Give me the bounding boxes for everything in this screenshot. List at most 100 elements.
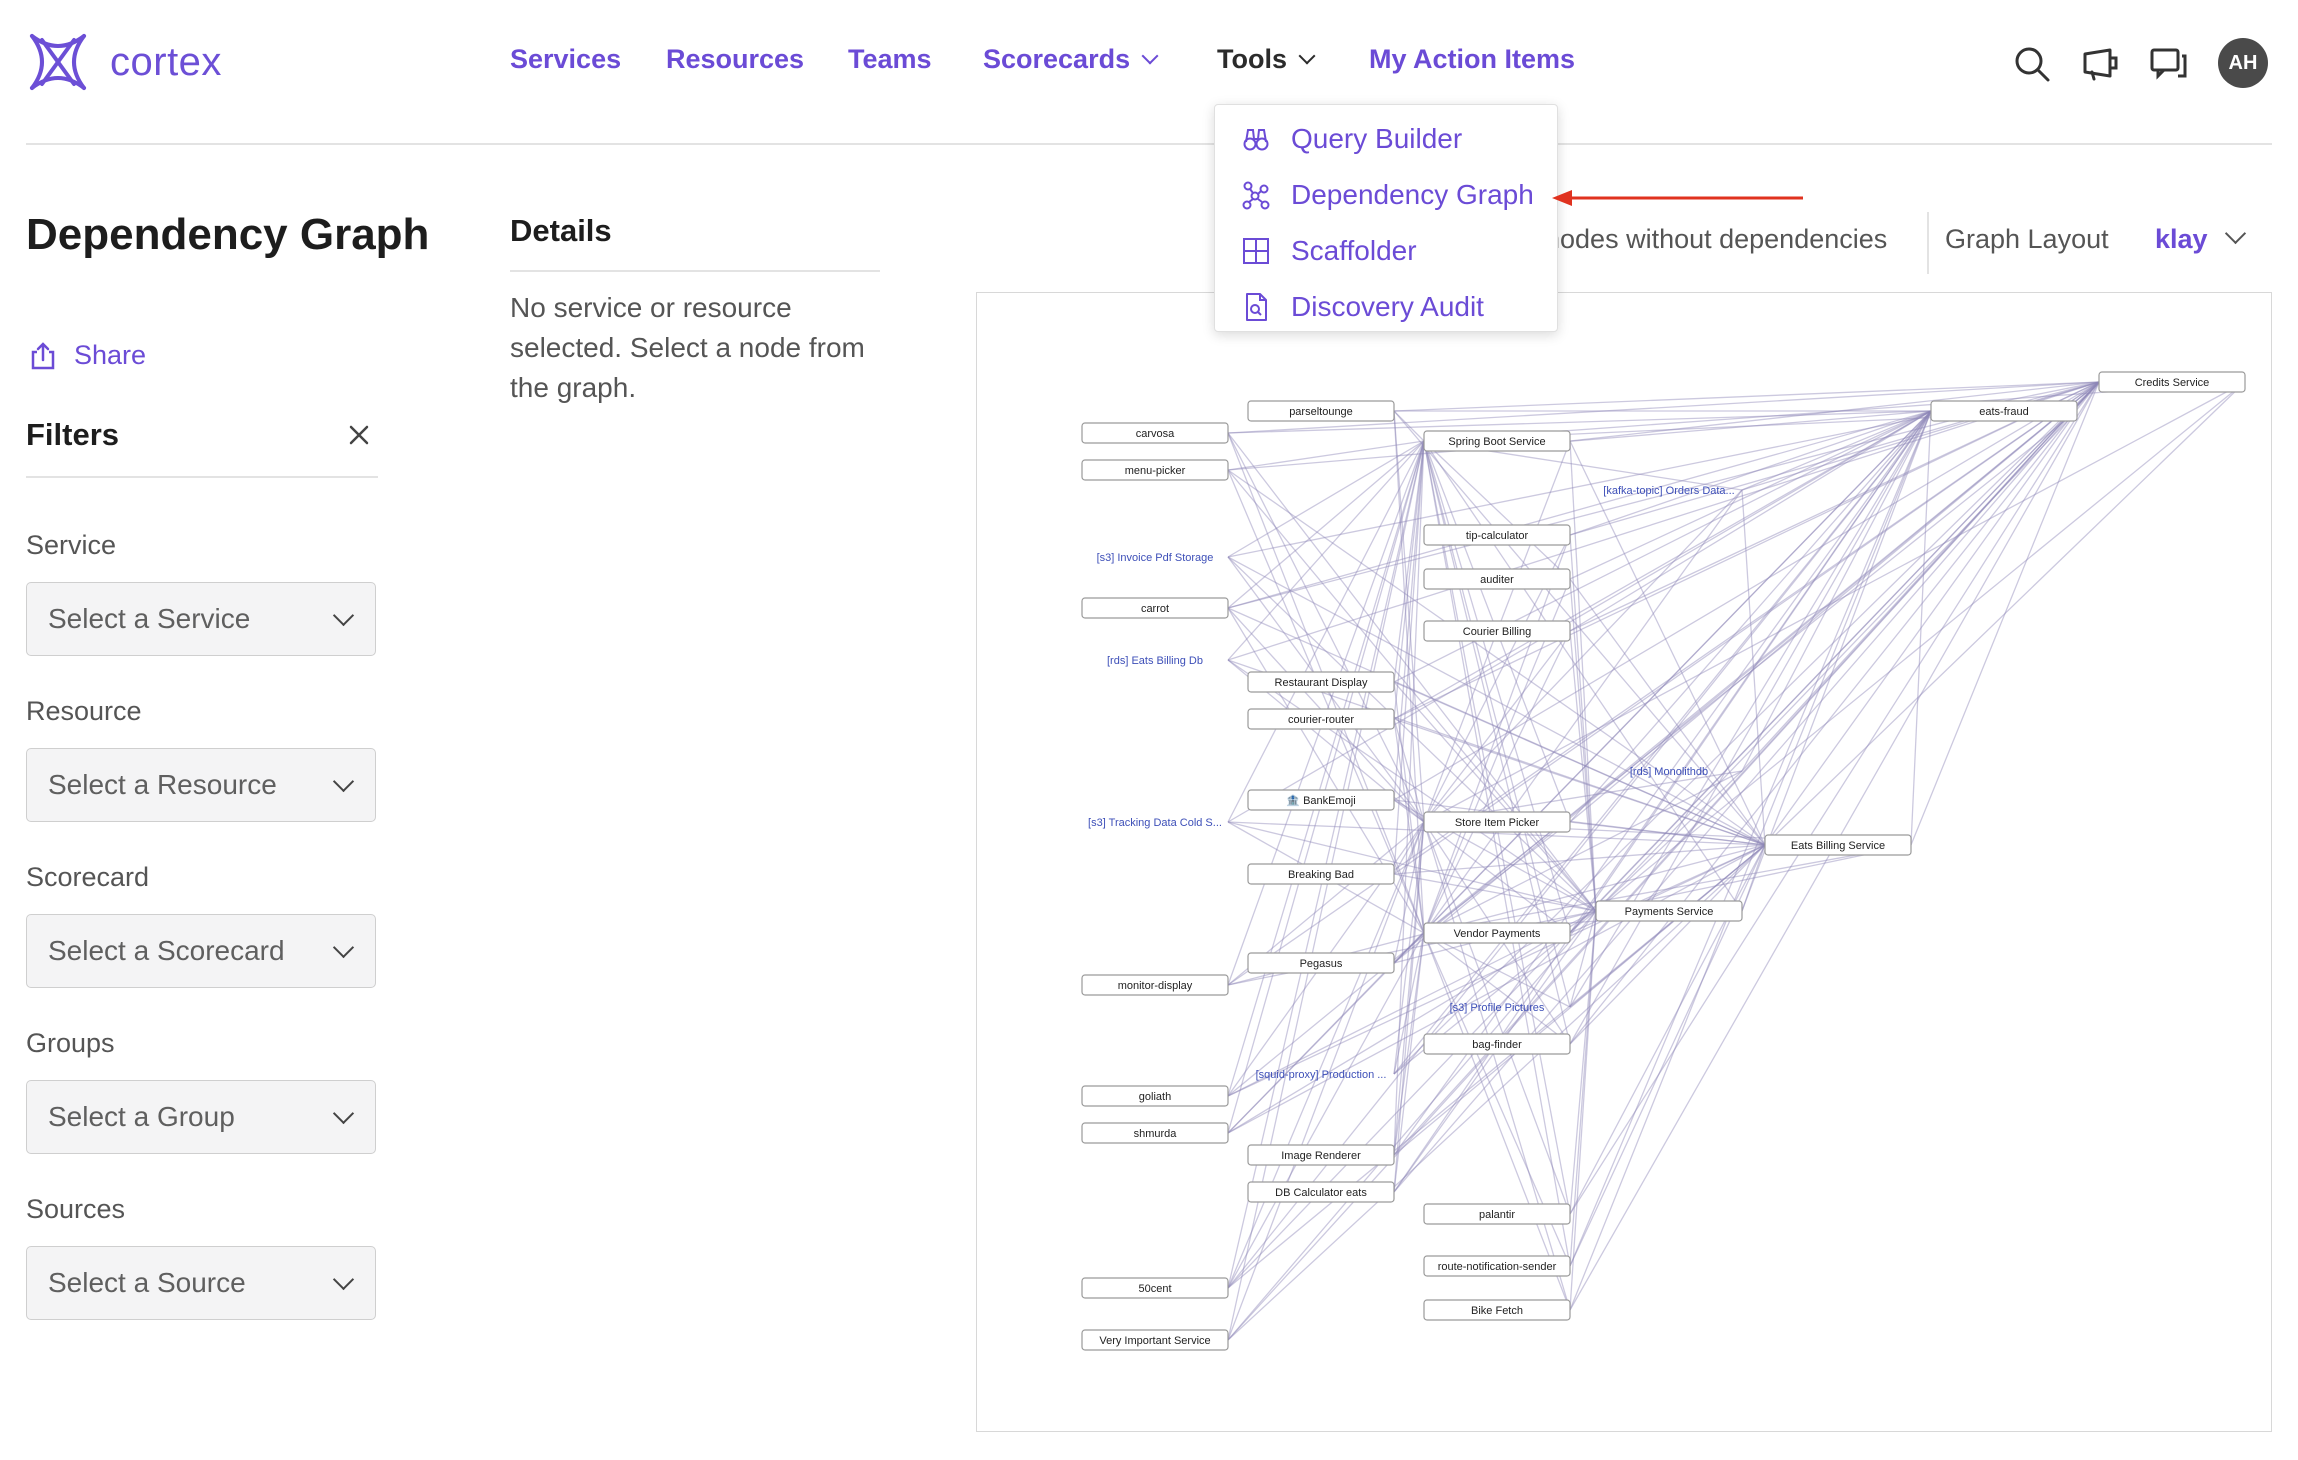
avatar[interactable]: AH xyxy=(2218,38,2268,88)
graph-node[interactable]: route-notification-sender xyxy=(1423,1255,1571,1277)
graph-node-label: Spring Boot Service xyxy=(1448,436,1545,448)
graph-node[interactable]: shmurda xyxy=(1081,1122,1229,1144)
graph-edge xyxy=(1227,821,1766,846)
graph-node[interactable]: Credits Service xyxy=(2098,371,2246,393)
service-select-value: Select a Service xyxy=(48,603,251,634)
graph-node[interactable]: 🏦 BankEmoji xyxy=(1247,789,1395,811)
nav-resources[interactable]: Resources xyxy=(666,44,805,74)
graph-node-box xyxy=(1081,1277,1229,1299)
graph-node-label: route-notification-sender xyxy=(1438,1261,1557,1273)
nav-services[interactable]: Services xyxy=(510,44,622,74)
nav-teams[interactable]: Teams xyxy=(848,44,932,74)
menu-item-query-builder[interactable]: Query Builder xyxy=(1215,111,1557,167)
graph-edge xyxy=(1227,469,1766,846)
graph-node-box xyxy=(1423,620,1571,642)
graph-node[interactable]: [s3] Profile Pictures xyxy=(1450,1002,1545,1014)
graph-edge xyxy=(1393,410,1932,1156)
graph-node[interactable]: [s3] Tracking Data Cold S... xyxy=(1088,817,1222,829)
graph-edge xyxy=(1227,381,2100,661)
graph-node[interactable]: carrot xyxy=(1081,597,1229,619)
graph-node[interactable]: Restaurant Display xyxy=(1247,671,1395,693)
graph-node[interactable]: carvosa xyxy=(1081,422,1229,444)
graph-node-label: DB Calculator eats xyxy=(1275,1187,1367,1199)
graph-node[interactable]: monitor-display xyxy=(1081,974,1229,996)
graph-edge xyxy=(1423,821,1571,1311)
nav-tools[interactable]: Tools xyxy=(1217,44,1316,75)
graph-node[interactable]: Very Important Service xyxy=(1081,1329,1229,1351)
graph-edge xyxy=(1423,844,1912,934)
graph-edge xyxy=(1569,910,1597,1008)
menu-item-scaffolder[interactable]: Scaffolder xyxy=(1215,223,1557,279)
graph-node-box xyxy=(1081,1122,1229,1144)
graph-edge xyxy=(1227,556,1597,912)
graph-edge xyxy=(1595,381,2246,912)
graph-node-box xyxy=(1423,1299,1571,1321)
graph-node[interactable]: courier-router xyxy=(1247,708,1395,730)
chat-icon[interactable] xyxy=(2148,44,2188,84)
graph-node-label: carvosa xyxy=(1136,428,1175,440)
graph-node[interactable]: parseltounge xyxy=(1247,400,1395,422)
graph-node[interactable]: tip-calculator xyxy=(1423,524,1571,546)
graph-edge xyxy=(1227,410,1932,609)
nodes-without-dependencies-label[interactable]: nodes without dependencies xyxy=(1545,224,1888,254)
nav-my-action-items[interactable]: My Action Items xyxy=(1369,44,1576,74)
groups-filter-label: Groups xyxy=(26,1028,115,1058)
graph-node[interactable]: palantir xyxy=(1423,1203,1571,1225)
graph-edge xyxy=(1393,844,1766,875)
graph-node[interactable]: [squid-proxy] Production ... xyxy=(1256,1069,1387,1081)
graph-edge xyxy=(1393,410,1932,964)
service-select[interactable]: Select a Service xyxy=(26,582,376,656)
graph-node[interactable]: Spring Boot Service xyxy=(1423,430,1571,452)
graph-node[interactable]: 50cent xyxy=(1081,1277,1229,1299)
resource-select[interactable]: Select a Resource xyxy=(26,748,376,822)
graph-node[interactable]: goliath xyxy=(1081,1085,1229,1107)
graph-node[interactable]: Breaking Bad xyxy=(1247,863,1395,885)
close-icon[interactable] xyxy=(344,420,374,450)
cortex-logo[interactable]: cortex xyxy=(26,30,222,94)
graph-node[interactable]: Eats Billing Service xyxy=(1764,834,1912,856)
graph-node[interactable]: menu-picker xyxy=(1081,459,1229,481)
graph-edge xyxy=(1393,410,1932,720)
graph-node[interactable]: Store Item Picker xyxy=(1423,811,1571,833)
graph-node[interactable]: Image Renderer xyxy=(1247,1144,1395,1166)
graph-edge xyxy=(1393,381,2100,720)
graph-edge xyxy=(1393,932,1425,1156)
graph-edge xyxy=(1569,844,1766,1008)
graph-node[interactable]: Bike Fetch xyxy=(1423,1299,1571,1321)
menu-item-dependency-graph[interactable]: Dependency Graph xyxy=(1215,167,1557,223)
graph-node[interactable]: [s3] Invoice Pdf Storage xyxy=(1097,552,1214,564)
menu-item-discovery-audit[interactable]: Discovery Audit xyxy=(1215,279,1557,335)
graph-edge xyxy=(1569,410,1932,632)
search-icon[interactable] xyxy=(2012,44,2052,84)
dependency-graph-canvas[interactable] xyxy=(976,292,2272,1432)
graph-node[interactable]: auditer xyxy=(1423,568,1571,590)
graph-edge xyxy=(1423,821,1571,934)
graph-node-label: courier-router xyxy=(1288,714,1354,726)
graph-node[interactable]: [rds] Eats Billing Db xyxy=(1107,655,1203,667)
graph-node-box xyxy=(1764,834,1912,856)
scorecard-select[interactable]: Select a Scorecard xyxy=(26,914,376,988)
graph-node[interactable]: bag-finder xyxy=(1423,1033,1571,1055)
megaphone-icon[interactable] xyxy=(2080,44,2120,84)
graph-layout-select[interactable]: klay xyxy=(2155,224,2208,254)
group-select[interactable]: Select a Group xyxy=(26,1080,376,1154)
graph-node[interactable]: [rds] Monolithdb xyxy=(1630,766,1708,778)
resource-filter-label: Resource xyxy=(26,696,142,726)
nav-scorecards[interactable]: Scorecards xyxy=(983,44,1159,75)
share-button[interactable]: Share xyxy=(30,340,146,371)
graph-edge xyxy=(1393,381,2100,1075)
graph-node[interactable]: Vendor Payments xyxy=(1423,922,1571,944)
graph-node-label: Courier Billing xyxy=(1463,626,1531,638)
graph-node[interactable]: [kafka-topic] Orders Data... xyxy=(1603,485,1734,497)
graph-node[interactable]: Pegasus xyxy=(1247,952,1395,974)
graph-node[interactable]: Payments Service xyxy=(1595,900,1743,922)
graph-node[interactable]: Courier Billing xyxy=(1423,620,1571,642)
source-select[interactable]: Select a Source xyxy=(26,1246,376,1320)
page-title: Dependency Graph xyxy=(26,210,430,259)
graph-node[interactable]: DB Calculator eats xyxy=(1247,1181,1395,1203)
graph-node[interactable]: eats-fraud xyxy=(1930,400,2078,422)
menu-item-label: Discovery Audit xyxy=(1291,291,1484,322)
graph-node-label: [squid-proxy] Production ... xyxy=(1256,1069,1387,1081)
graph-node-label: 50cent xyxy=(1138,1283,1171,1295)
